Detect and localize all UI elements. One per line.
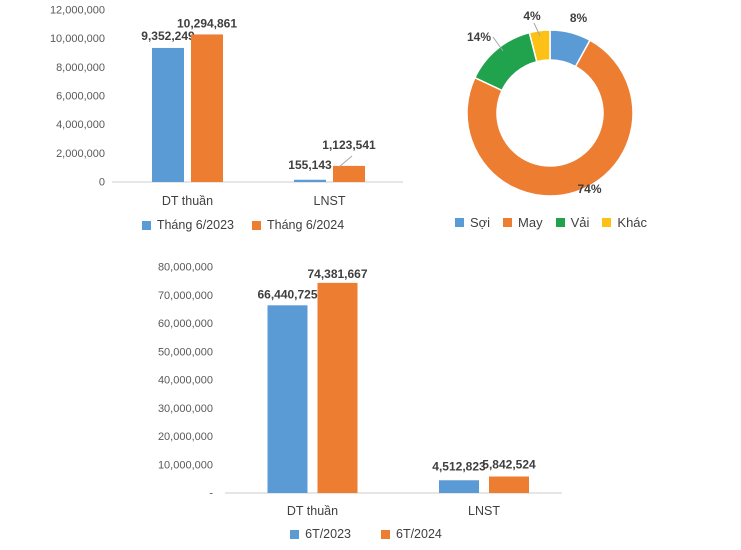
legend-swatch-icon: [381, 529, 390, 539]
y-axis-tick-label: 2,000,000: [56, 148, 105, 160]
legend-label: Khác: [617, 215, 648, 230]
bar-6T/2024-LNST: [489, 476, 529, 493]
y-axis-tick-label: 30,000,000: [158, 403, 213, 415]
donut-label-leader-line: [492, 36, 504, 52]
donut-label-leader-line: [533, 22, 541, 37]
legend-item-Sợi: Sợi: [454, 215, 491, 230]
y-axis-tick-label: -: [209, 488, 213, 500]
legend-label: 6T/2023: [305, 527, 351, 541]
donut-slice-May: [466, 39, 634, 197]
legend-label: 6T/2024: [396, 527, 442, 541]
halfyear-bar-plot: 80,000,000 70,000,000 60,000,000 50,000,000…: [158, 262, 562, 518]
bar-Tháng 6/2023-LNST: [294, 179, 326, 182]
y-axis-tick-label: 40,000,000: [158, 375, 213, 387]
y-axis-tick-label: 6,000,000: [56, 91, 105, 103]
legend-swatch-icon: [454, 218, 464, 227]
legend-item-Tháng 6/2024: Tháng 6/2024: [252, 218, 344, 232]
legend-label: Sợi: [469, 215, 491, 230]
bar-data-label: 155,143: [288, 158, 332, 172]
halfyear-comparison-bar-chart: 80,000,000 70,000,000 60,000,000 50,000,000…: [130, 252, 610, 541]
legend-item-Vải: Vải: [555, 215, 590, 230]
data-label-leader-line: [338, 155, 353, 168]
donut-percent-label-May: 74%: [577, 182, 601, 196]
bar-data-label: 5,842,524: [482, 457, 536, 471]
y-axis-tick-label: 8,000,000: [56, 62, 105, 74]
legend-label: Vải: [570, 215, 590, 230]
y-axis-tick-label: 50,000,000: [158, 346, 213, 358]
bar-Tháng 6/2023-DT thuần: [152, 47, 184, 183]
donut-slice-Khác: [528, 29, 551, 63]
segment-share-donut-plot: 8% 74% 14% 4%: [466, 9, 634, 197]
bar-data-label: 66,440,725: [257, 287, 317, 301]
monthly-comparison-bar-chart: 12,000,000 10,000,000 8,000,000 6,000,000 4,…: [28, 0, 420, 232]
legend-swatch-icon: [602, 218, 612, 227]
y-axis-tick-label: 60,000,000: [158, 318, 213, 330]
category-axis-label: DT thuần: [162, 194, 213, 208]
monthly-bar-plot: 12,000,000 10,000,000 8,000,000 6,000,000 4,…: [50, 5, 403, 208]
category-axis-label: LNST: [468, 504, 500, 518]
bar-data-label: 10,294,861: [177, 16, 237, 30]
segment-share-donut-chart: 8% 74% 14% 4% Sợi May Vải Khác: [420, 0, 741, 230]
legend-label: Tháng 6/2024: [267, 218, 345, 232]
legend-swatch-icon: [252, 220, 261, 230]
legend-item-May: May: [503, 215, 543, 230]
y-axis-tick-label: 10,000,000: [158, 459, 213, 471]
y-axis-tick-label: 10,000,000: [50, 33, 105, 45]
legend-swatch-icon: [503, 218, 513, 227]
legend-item-Tháng 6/2023: Tháng 6/2023: [141, 218, 234, 232]
donut-percent-label-Vải: 14%: [467, 30, 491, 44]
legend-item-6T/2024: 6T/2024: [381, 527, 442, 541]
bar-6T/2023-DT thuần: [267, 305, 308, 493]
bar-Tháng 6/2024-DT thuần: [191, 34, 223, 183]
y-axis-tick-label: 4,000,000: [56, 119, 105, 131]
y-axis-tick-label: 70,000,000: [158, 290, 213, 302]
donut-chart-legend: Sợi May Vải Khác: [420, 215, 682, 230]
bar-data-label: 9,352,249: [141, 29, 195, 43]
legend-swatch-icon: [141, 220, 151, 230]
donut-percent-label-Khác: 4%: [523, 9, 541, 23]
legend-swatch-icon: [290, 529, 300, 539]
donut-percent-label-Sợi: 8%: [570, 11, 588, 25]
bar-data-label: 4,512,823: [432, 459, 486, 473]
bar-data-label: 1,123,541: [322, 138, 376, 152]
legend-item-Khác: Khác: [602, 215, 647, 230]
legend-item-6T/2023: 6T/2023: [290, 527, 351, 541]
y-axis-tick-label: 0: [99, 177, 105, 189]
legend-label: May: [518, 215, 543, 230]
category-axis-label: LNST: [314, 194, 346, 208]
y-axis-tick-label: 80,000,000: [158, 262, 213, 274]
bar-data-label: 74,381,667: [307, 267, 367, 281]
y-axis-tick-label: 12,000,000: [50, 5, 105, 17]
monthly-chart-legend: Tháng 6/2023 Tháng 6/2024: [47, 218, 439, 232]
halfyear-chart-legend: 6T/2023 6T/2024: [126, 527, 606, 541]
bar-6T/2024-DT thuần: [317, 282, 358, 493]
legend-swatch-icon: [555, 218, 565, 227]
category-axis-label: DT thuần: [287, 504, 338, 518]
bar-Tháng 6/2024-LNST: [333, 165, 365, 182]
y-axis-tick-label: 20,000,000: [158, 431, 213, 443]
legend-label: Tháng 6/2023: [156, 218, 234, 232]
bar-6T/2023-LNST: [439, 480, 479, 493]
